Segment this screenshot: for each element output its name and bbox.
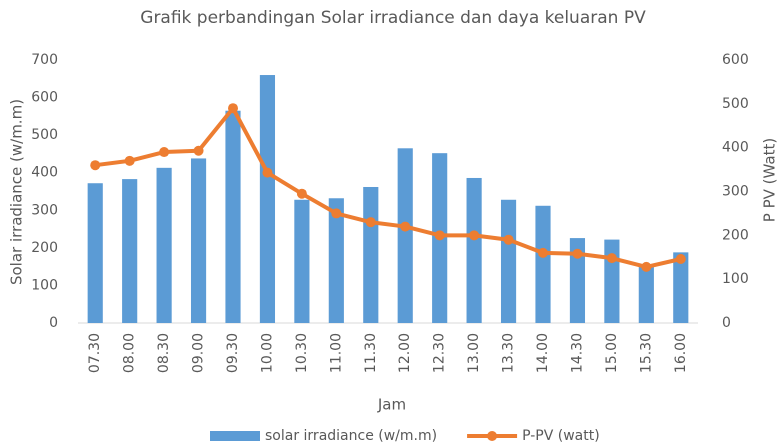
y2-tick-label: 200	[722, 227, 749, 243]
x-tick-label: 11.00	[328, 333, 344, 373]
x-tick-label: 12.30	[432, 333, 448, 373]
line-point	[365, 217, 376, 228]
y2-axis-title: P PV (Watt)	[761, 138, 779, 222]
line-point	[296, 188, 307, 199]
x-tick-label: 07.30	[87, 333, 103, 373]
bar	[156, 167, 172, 323]
bar	[225, 110, 241, 323]
y-tick-label: 700	[31, 52, 58, 68]
chart-title: Grafik perbandingan Solar irradiance dan…	[140, 8, 646, 28]
line-point	[503, 234, 514, 245]
bar	[328, 198, 344, 323]
x-tick-label: 12.00	[397, 333, 413, 373]
line-point	[469, 230, 480, 241]
legend-swatch	[487, 431, 498, 441]
x-tick-label: 14.00	[535, 333, 551, 373]
bar	[363, 186, 379, 323]
bar	[259, 75, 276, 324]
line-point	[262, 167, 273, 178]
x-axis-title: Jam	[377, 396, 406, 414]
line-point	[400, 221, 411, 232]
y-tick-label: 500	[31, 127, 58, 143]
y2-tick-label: 400	[722, 140, 749, 156]
x-tick-label: 11.30	[363, 333, 379, 373]
x-tick-label: 14.30	[569, 333, 585, 373]
x-tick-label: 13.00	[466, 333, 482, 373]
x-tick-label: 09.00	[191, 333, 207, 373]
y-tick-label: 100	[31, 277, 58, 293]
x-tick-label: 15.00	[604, 333, 620, 373]
bar	[397, 148, 413, 323]
line-point	[331, 208, 342, 219]
line-point	[641, 261, 652, 272]
line-point	[538, 247, 548, 258]
y2-tick-label: 300	[722, 184, 749, 200]
y2-tick-label: 100	[722, 271, 749, 287]
legend-label: solar irradiance (w/m.m)	[265, 428, 437, 444]
legend-swatch	[210, 431, 260, 441]
line-point	[572, 248, 583, 259]
line-point	[193, 145, 204, 156]
x-tick-label: 15.30	[638, 333, 654, 373]
y-tick-label: 0	[49, 315, 58, 331]
line-point	[228, 103, 238, 114]
bar	[87, 183, 103, 323]
legend-label: P-PV (watt)	[522, 428, 600, 444]
y-tick-label: 600	[31, 90, 58, 106]
x-tick-label: 09.30	[225, 333, 241, 373]
x-tick-label: 08.30	[156, 333, 172, 373]
line-point	[675, 254, 686, 265]
x-tick-label: 16.00	[673, 333, 689, 373]
bar	[569, 238, 586, 323]
line	[94, 106, 682, 269]
bar	[122, 179, 138, 323]
bar	[638, 264, 654, 323]
x-tick-label: 10.30	[294, 333, 310, 373]
bar	[535, 205, 551, 323]
x-tick-label: 08.00	[122, 333, 138, 373]
line-point	[90, 160, 101, 171]
y2-tick-label: 600	[722, 52, 749, 68]
line-point	[606, 253, 617, 264]
y2-tick-label: 0	[722, 315, 731, 331]
y-axis-title: Solar irradiance (w/m.m)	[8, 99, 26, 285]
y-tick-label: 200	[31, 240, 58, 256]
line-point	[434, 230, 445, 241]
x-tick-label: 13.30	[501, 333, 517, 373]
line-point	[159, 147, 170, 158]
y2-tick-label: 500	[722, 96, 749, 112]
y-tick-label: 400	[31, 165, 58, 181]
bar	[466, 177, 482, 323]
bar	[604, 239, 620, 323]
bar	[673, 252, 689, 323]
bar	[190, 158, 207, 323]
line-point	[124, 155, 135, 166]
y-tick-label: 300	[31, 202, 58, 218]
bar	[500, 199, 517, 323]
x-tick-label: 10.00	[259, 333, 275, 373]
bar	[294, 199, 310, 323]
